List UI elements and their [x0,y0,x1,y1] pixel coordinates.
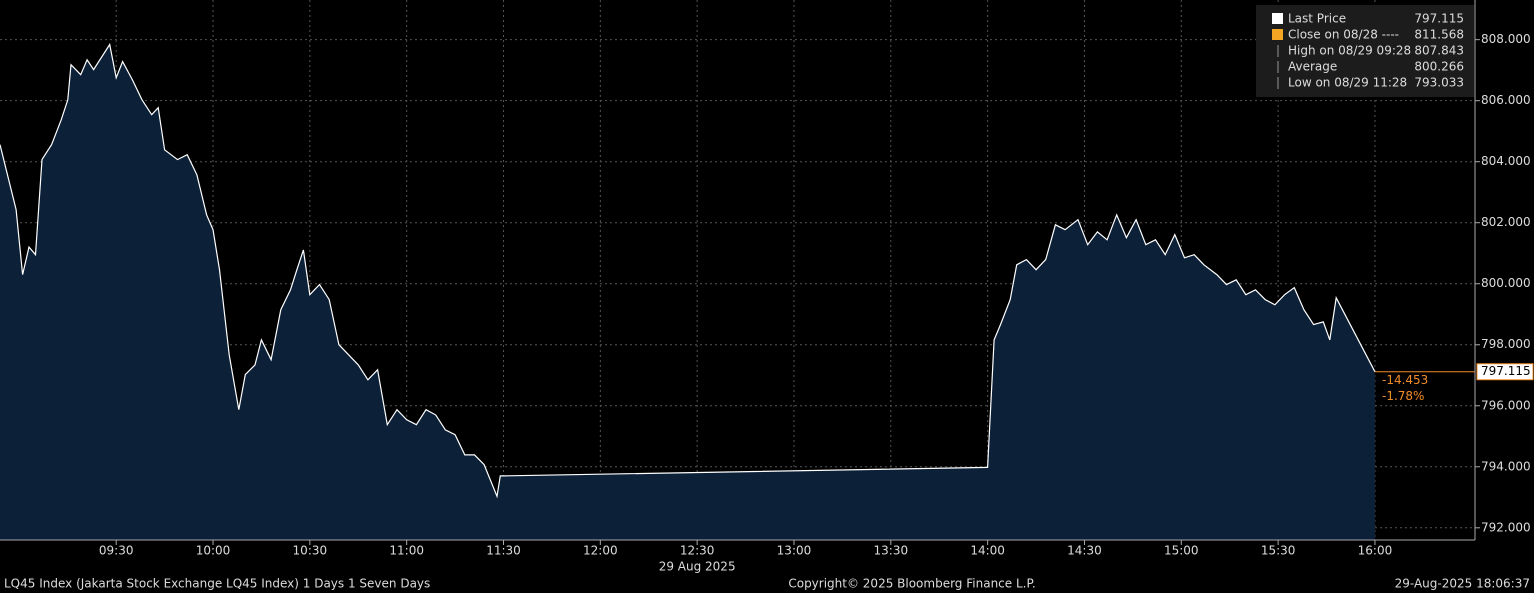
legend-value: 797.115 [1414,12,1464,26]
x-tick-label: 12:30 [680,544,715,558]
change-pct-label: -1.78% [1382,389,1424,403]
y-tick-label: 800.000 [1481,276,1531,290]
x-tick-label: 10:30 [293,544,328,558]
legend-label: Low on 08/29 11:28 [1288,76,1407,90]
legend-value: 811.568 [1414,28,1464,42]
x-tick-label: 15:00 [1164,544,1199,558]
x-date-label: 29 Aug 2025 [659,560,736,574]
legend-label: Average [1288,60,1337,74]
line [0,42,1376,499]
x-tick-label: 13:00 [777,544,812,558]
x-tick-label: 15:30 [1261,544,1296,558]
legend-value: 793.033 [1414,76,1464,90]
x-tick-label: 13:30 [874,544,909,558]
x-tick-label: 09:30 [99,544,134,558]
last-price-label: 797.115 [1481,364,1531,378]
area [0,44,1375,540]
x-tick-label: 14:30 [1067,544,1102,558]
last-price-box [1476,363,1534,381]
footer-right: 29-Aug-2025 18:06:37 [1395,577,1530,591]
y-tick-label: 804.000 [1481,154,1531,168]
legend-swatch [1272,29,1283,40]
x-tick-label: 12:00 [583,544,618,558]
x-tick-label: 10:00 [196,544,231,558]
legend-label: Close on 08/28 ---- [1288,28,1399,42]
legend-label: Last Price [1288,12,1346,26]
y-tick-label: 792.000 [1481,520,1531,534]
footer-left: LQ45 Index (Jakarta Stock Exchange LQ45 … [4,577,430,591]
y-tick-label: 796.000 [1481,398,1531,412]
y-tick-label: 798.000 [1481,337,1531,351]
legend-swatch [1272,13,1283,24]
x-tick-label: 14:00 [970,544,1005,558]
y-tick-label: 806.000 [1481,93,1531,107]
legend-value: 800.266 [1414,60,1464,74]
legend-label: High on 08/29 09:28 [1288,44,1411,58]
change-label: -14.453 [1382,373,1428,387]
x-tick-label: 11:30 [486,544,521,558]
y-tick-label: 794.000 [1481,459,1531,473]
y-tick-label: 802.000 [1481,215,1531,229]
legend-value: 807.843 [1414,44,1464,58]
y-tick-label: 808.000 [1481,32,1531,46]
legend-box [1256,5,1474,97]
x-tick-label: 16:00 [1358,544,1393,558]
footer-center: Copyright© 2025 Bloomberg Finance L.P. [788,577,1035,591]
x-tick-label: 11:00 [389,544,424,558]
